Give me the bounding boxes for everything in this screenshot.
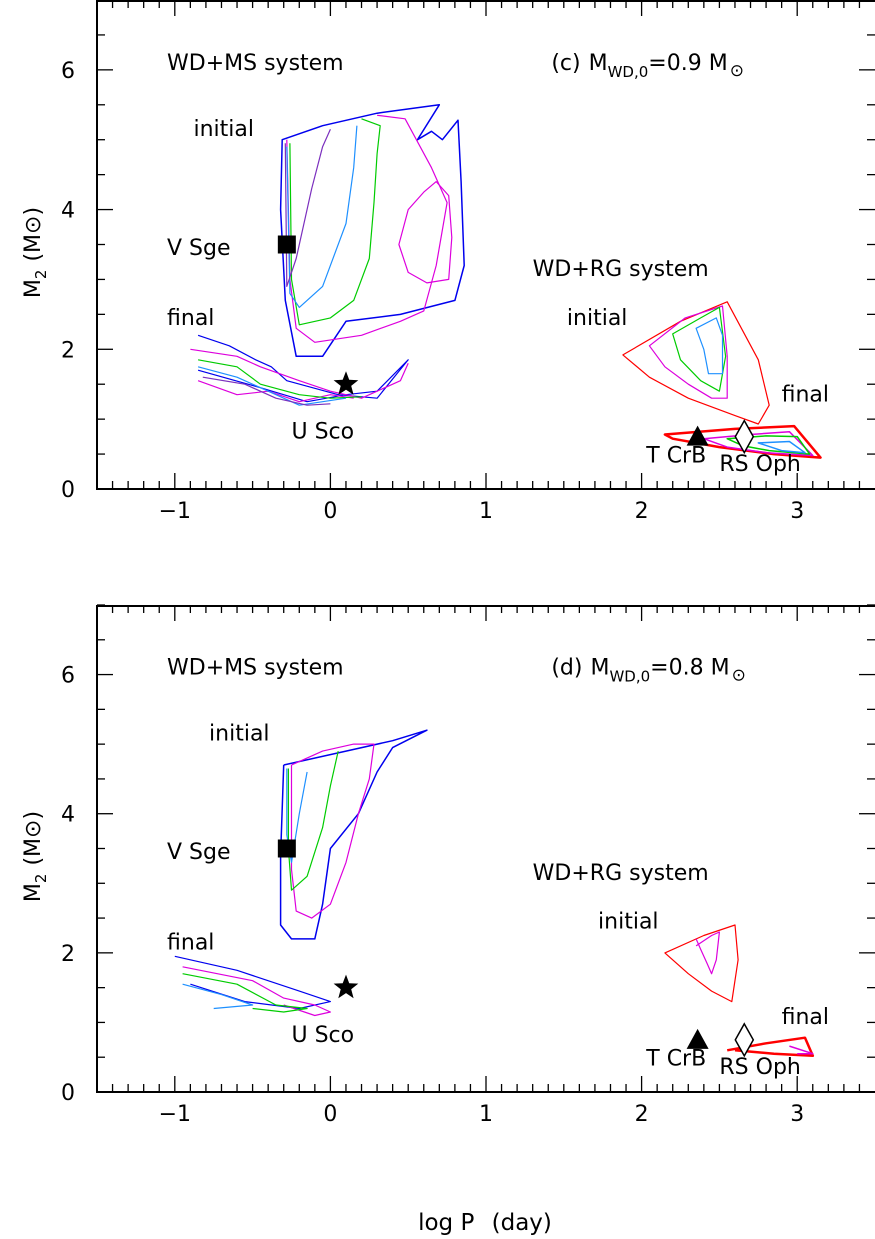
y-axis-label-main: M <box>21 883 46 902</box>
panel-letter: (d) <box>551 656 582 681</box>
panel-mass-sub: WD,0 <box>609 668 650 686</box>
x-tick-label: 3 <box>790 499 804 524</box>
annotation-rsoph: RS Oph <box>719 1055 800 1080</box>
annotation-ms-initial: initial <box>193 117 254 142</box>
y-tick-label: 6 <box>61 59 75 84</box>
x-axis-label: log P (day) <box>418 1210 552 1236</box>
series-line-0 <box>279 104 465 358</box>
x-tick-label: 0 <box>323 1102 337 1127</box>
y-axis-label-sub: 2 <box>32 270 50 280</box>
series-line-0 <box>279 729 428 940</box>
series-line-4 <box>174 955 331 1010</box>
annotation-tcrb: T CrB <box>645 443 706 468</box>
series-line-8 <box>197 380 354 403</box>
y-tick-label: 2 <box>61 338 75 363</box>
annotation-ms-final: final <box>167 930 214 955</box>
panel-label: (d) MWD,0=0.8 M ⊙ <box>551 656 745 686</box>
panel-mass-value: =0.9 M <box>648 51 727 76</box>
panel-mass-symbol: M <box>589 51 608 76</box>
series-line-6 <box>182 973 308 1013</box>
series-line-6 <box>197 334 409 403</box>
series-line-11 <box>789 1045 814 1055</box>
x-tick-label: −1 <box>159 499 191 524</box>
annotation-rg-final: final <box>782 1005 829 1030</box>
y-tick-label: 2 <box>61 942 75 967</box>
y-tick-label: 6 <box>61 664 75 689</box>
annotation-vsge: V Sge <box>167 840 231 865</box>
panel-mass-sub: WD,0 <box>608 63 649 81</box>
y-tick-label: 4 <box>61 803 75 828</box>
panel-mass-value: =0.8 M <box>650 656 729 681</box>
annotation-usco: U Sco <box>292 1023 355 1048</box>
annotation-rg-system: WD+RG system <box>533 257 709 282</box>
annotation-ms-initial: initial <box>209 722 269 747</box>
annotation-ms-final: final <box>167 306 214 331</box>
series-line-1 <box>290 743 375 919</box>
y-tick-label: 0 <box>61 478 75 503</box>
y-axis-label: M2 (M⊙) <box>21 811 50 902</box>
annotation-vsge: V Sge <box>167 236 231 261</box>
series-line-2 <box>287 750 339 891</box>
annotation-rg-initial: initial <box>598 910 659 935</box>
series-line-8 <box>664 924 739 1003</box>
series-line-2 <box>398 181 453 284</box>
panel-sun-symbol: ⊙ <box>732 666 746 686</box>
x-axis-label-unit: (day) <box>492 1210 552 1236</box>
annotation-rsoph: RS Oph <box>719 452 800 477</box>
series-line-7 <box>190 348 409 399</box>
series-line-9 <box>695 931 721 975</box>
x-tick-label: 1 <box>479 499 493 524</box>
u-sco-marker <box>333 371 359 395</box>
rs-oph-marker <box>734 419 755 455</box>
series-line-15 <box>695 317 724 375</box>
x-tick-label: −1 <box>159 1102 191 1127</box>
series-line-5 <box>182 966 331 1017</box>
y-axis-label-main: M <box>21 279 46 298</box>
y-axis-label-unit: (M⊙) <box>21 811 46 866</box>
panel-letter: (c) <box>551 51 580 76</box>
v-sge-marker <box>277 235 296 254</box>
series-line-4 <box>286 125 358 308</box>
annotation-tcrb: T CrB <box>645 1047 706 1072</box>
y-axis-label-sub: 2 <box>32 874 50 884</box>
v-sge-marker <box>277 839 296 858</box>
panel-sun-symbol: ⊙ <box>730 61 744 81</box>
annotation-rg-final: final <box>782 383 829 408</box>
y-axis-label: M2 (M⊙) <box>21 207 50 298</box>
series-line-19 <box>757 440 806 454</box>
rs-oph-marker <box>734 1022 755 1058</box>
y-tick-label: 4 <box>61 199 75 224</box>
series-line-3 <box>289 118 381 326</box>
t-crb-marker <box>686 1028 709 1049</box>
t-crb-marker <box>686 425 709 446</box>
annotation-usco: U Sco <box>292 420 355 445</box>
x-axis-label-main: log P <box>418 1210 474 1236</box>
panel-mass-symbol: M <box>590 656 609 681</box>
series-line-11 <box>202 376 331 406</box>
panel-label: (c) MWD,0=0.9 M ⊙ <box>551 51 744 81</box>
series-line-5 <box>284 128 331 287</box>
annotation-ms-system: WD+MS system <box>167 51 344 76</box>
annotation-rg-system: WD+RG system <box>533 861 709 886</box>
x-tick-label: 2 <box>635 1102 649 1127</box>
x-tick-label: 0 <box>323 499 337 524</box>
x-tick-label: 2 <box>635 499 649 524</box>
series-line-13 <box>648 305 728 399</box>
series-line-7 <box>182 983 254 1010</box>
series-line-3 <box>286 768 308 864</box>
series-line-10 <box>726 1036 815 1058</box>
annotation-ms-system: WD+MS system <box>167 656 344 681</box>
y-axis-label-unit: (M⊙) <box>21 207 46 262</box>
u-sco-marker <box>333 974 359 999</box>
y-tick-label: 0 <box>61 1081 75 1106</box>
x-tick-label: 3 <box>790 1102 804 1127</box>
x-tick-label: 1 <box>479 1102 493 1127</box>
annotation-rg-initial: initial <box>567 306 628 331</box>
series-line-9 <box>197 359 362 399</box>
series-line-10 <box>197 366 347 406</box>
